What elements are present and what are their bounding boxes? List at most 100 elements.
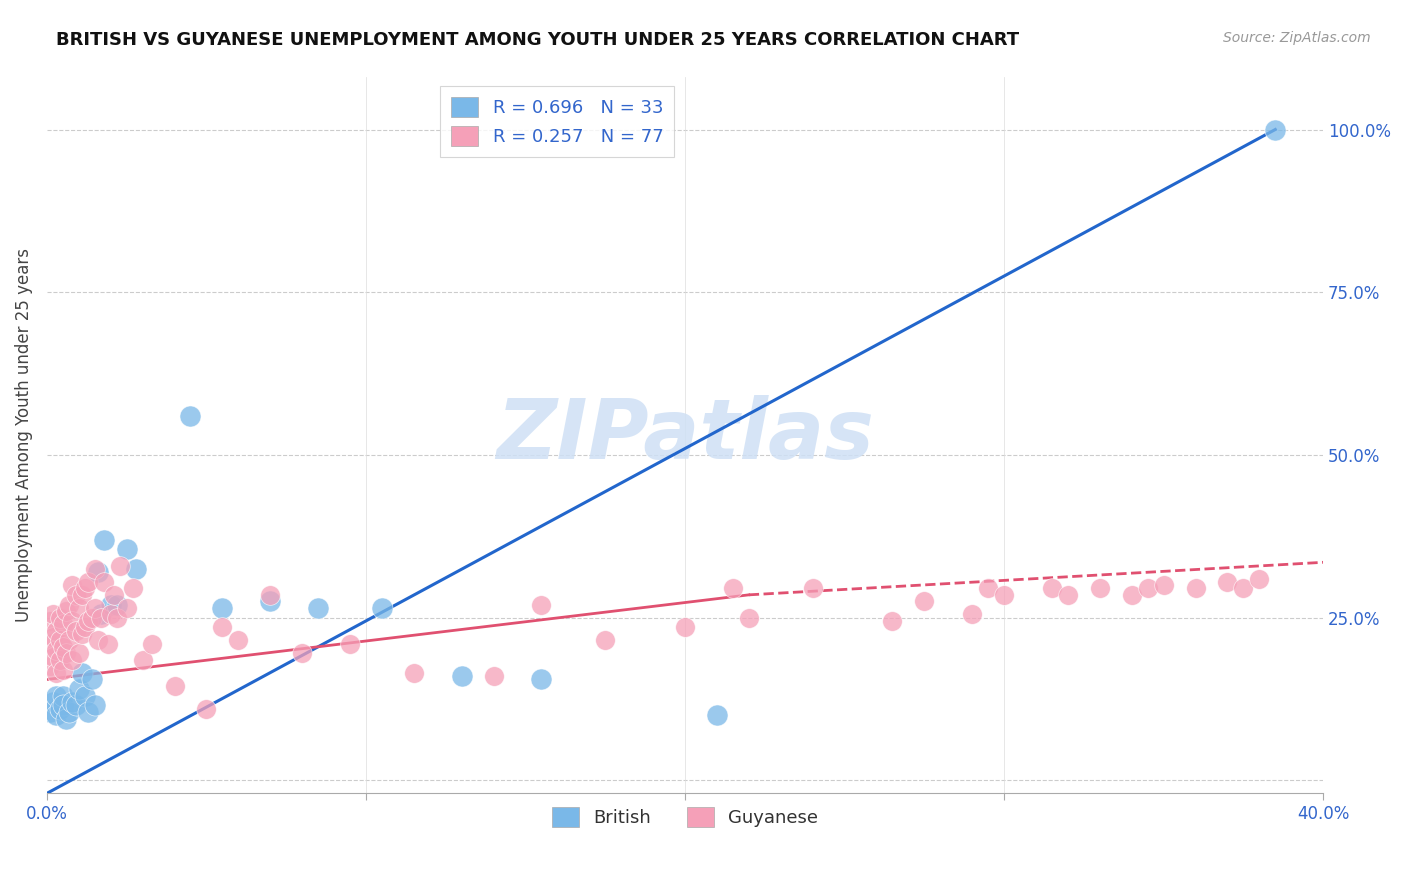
Point	[738, 610, 761, 624]
Point	[67, 600, 90, 615]
Point	[42, 695, 65, 709]
Point	[122, 582, 145, 596]
Point	[211, 600, 233, 615]
Point	[62, 578, 84, 592]
Point	[96, 637, 118, 651]
Point	[259, 594, 281, 608]
Point	[52, 640, 75, 654]
Point	[65, 624, 87, 638]
Point	[1088, 582, 1111, 596]
Point	[58, 633, 80, 648]
Point	[52, 663, 75, 677]
Point	[39, 659, 62, 673]
Point	[115, 542, 138, 557]
Point	[1057, 588, 1080, 602]
Point	[52, 617, 75, 632]
Point	[103, 588, 125, 602]
Point	[912, 594, 935, 608]
Point	[42, 630, 65, 644]
Point	[960, 607, 983, 622]
Point	[1216, 574, 1239, 589]
Point	[62, 614, 84, 628]
Point	[100, 607, 122, 622]
Point	[39, 705, 62, 719]
Point	[90, 610, 112, 624]
Point	[125, 562, 148, 576]
Point	[55, 711, 77, 725]
Point	[75, 582, 97, 596]
Point	[211, 620, 233, 634]
Point	[105, 610, 128, 624]
Point	[131, 653, 153, 667]
Point	[450, 669, 472, 683]
Point	[1121, 588, 1143, 602]
Point	[45, 689, 67, 703]
Point	[721, 582, 744, 596]
Point	[62, 653, 84, 667]
Point	[42, 649, 65, 664]
Point	[45, 624, 67, 638]
Point	[530, 673, 553, 687]
Point	[48, 610, 70, 624]
Y-axis label: Unemployment Among Youth under 25 years: Unemployment Among Youth under 25 years	[15, 248, 32, 623]
Point	[402, 665, 425, 680]
Point	[882, 614, 904, 628]
Point	[141, 637, 163, 651]
Point	[75, 689, 97, 703]
Point	[65, 698, 87, 713]
Point	[52, 698, 75, 713]
Point	[80, 610, 103, 624]
Point	[87, 633, 110, 648]
Point	[67, 682, 90, 697]
Point	[105, 598, 128, 612]
Point	[993, 588, 1015, 602]
Point	[58, 598, 80, 612]
Point	[80, 673, 103, 687]
Point	[482, 669, 505, 683]
Point	[83, 562, 105, 576]
Point	[93, 533, 115, 547]
Point	[67, 647, 90, 661]
Point	[801, 582, 824, 596]
Point	[70, 665, 93, 680]
Text: ZIPatlas: ZIPatlas	[496, 395, 875, 476]
Point	[195, 702, 218, 716]
Point	[70, 588, 93, 602]
Point	[39, 614, 62, 628]
Point	[179, 409, 201, 423]
Point	[1136, 582, 1159, 596]
Point	[110, 558, 132, 573]
Point	[1264, 122, 1286, 136]
Point	[77, 614, 100, 628]
Point	[55, 604, 77, 618]
Point	[55, 647, 77, 661]
Point	[593, 633, 616, 648]
Point	[58, 705, 80, 719]
Point	[371, 600, 394, 615]
Point	[307, 600, 329, 615]
Point	[39, 637, 62, 651]
Point	[83, 698, 105, 713]
Point	[93, 574, 115, 589]
Point	[1249, 572, 1271, 586]
Legend: British, Guyanese: British, Guyanese	[544, 800, 825, 834]
Point	[228, 633, 250, 648]
Point	[163, 679, 186, 693]
Point	[65, 588, 87, 602]
Point	[42, 607, 65, 622]
Point	[48, 702, 70, 716]
Point	[45, 665, 67, 680]
Point	[48, 633, 70, 648]
Point	[52, 689, 75, 703]
Point	[48, 653, 70, 667]
Point	[77, 705, 100, 719]
Text: Source: ZipAtlas.com: Source: ZipAtlas.com	[1223, 31, 1371, 45]
Point	[259, 588, 281, 602]
Point	[62, 695, 84, 709]
Point	[1184, 582, 1206, 596]
Point	[1153, 578, 1175, 592]
Point	[90, 607, 112, 622]
Point	[1040, 582, 1063, 596]
Point	[706, 708, 728, 723]
Point	[45, 708, 67, 723]
